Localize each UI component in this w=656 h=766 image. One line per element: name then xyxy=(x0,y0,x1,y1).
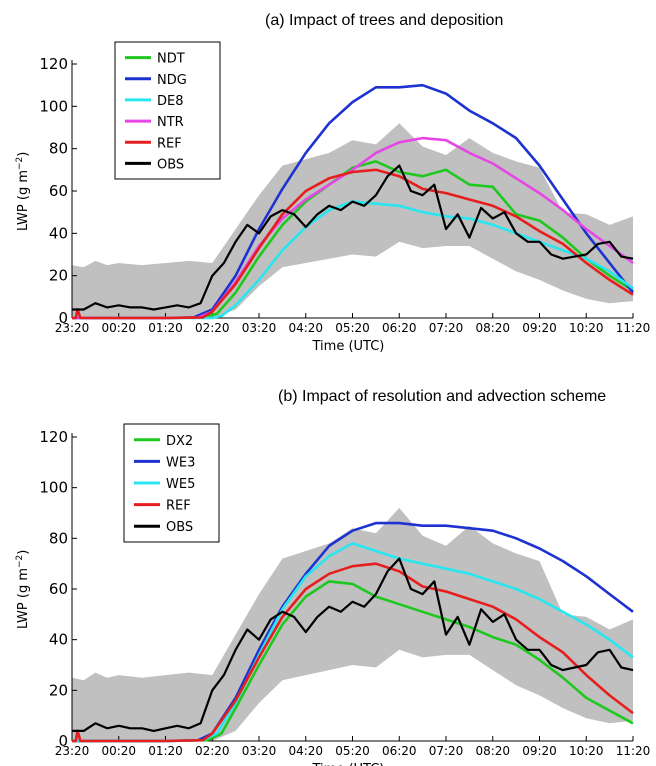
y-tick-label: 80 xyxy=(49,529,68,547)
chart-title: (b) Impact of resolution and advection s… xyxy=(278,388,606,405)
y-tick-label: 40 xyxy=(49,224,68,242)
legend-label-we5: WE5 xyxy=(166,477,195,492)
x-tick-label: 11:20 xyxy=(616,321,651,335)
x-tick-label: 11:20 xyxy=(616,744,651,758)
x-tick-label: 02:20 xyxy=(195,744,230,758)
x-tick-label: 23:20 xyxy=(55,321,90,335)
x-axis-label: Time (UTC) xyxy=(312,339,385,354)
x-tick-label: 09:20 xyxy=(522,744,557,758)
x-tick-label: 07:20 xyxy=(429,744,464,758)
legend: DX2 WE3 WE5 REF OBS xyxy=(123,423,220,543)
series-line-we5 xyxy=(72,542,634,743)
panel-a: (a) Impact of trees and deposition 0 20 40 6… xyxy=(15,12,650,354)
series-line-ref xyxy=(72,562,634,743)
y-axis-label: LWP (g m−2) xyxy=(15,152,31,231)
x-tick-label: 04:20 xyxy=(288,744,323,758)
panel-b: (b) Impact of resolution and advection s… xyxy=(15,388,650,766)
y-axis-label-main: LWP (g m xyxy=(16,170,31,231)
x-tick-label: 01:20 xyxy=(148,321,183,335)
series-line-dx2 xyxy=(72,580,634,743)
x-tick-label: 01:20 xyxy=(148,744,183,758)
legend-label-we3: WE3 xyxy=(166,455,195,470)
x-tick-label: 06:20 xyxy=(382,744,417,758)
legend: NDT NDG DE8 NTR REF OBS xyxy=(114,41,221,180)
obs-range-band xyxy=(72,507,633,741)
x-tick-label: 04:20 xyxy=(288,321,323,335)
x-tick-label: 05:20 xyxy=(335,321,370,335)
x-tick-label: 03:20 xyxy=(242,321,277,335)
y-tick-label: 100 xyxy=(39,479,68,497)
legend-box xyxy=(114,41,221,180)
x-tick-label: 00:20 xyxy=(101,744,136,758)
y-tick-label: 20 xyxy=(49,267,68,285)
legend-label-ntr: NTR xyxy=(157,115,184,130)
y-tick-label: 0 xyxy=(58,309,68,327)
series-line-ndg xyxy=(72,83,635,320)
chart-title: (a) Impact of trees and deposition xyxy=(265,12,503,29)
series-line-ref xyxy=(72,168,634,320)
y-axis-label: LWP (g m−2) xyxy=(15,550,31,629)
y-tick-label: 60 xyxy=(49,182,68,200)
y-tick-label: 40 xyxy=(49,631,68,649)
y-axis-label-sup: −2 xyxy=(15,555,25,568)
x-tick-label: 08:20 xyxy=(475,744,510,758)
obs-range-band xyxy=(72,123,633,318)
x-tick-label: 07:20 xyxy=(429,321,464,335)
x-tick-label: 08:20 xyxy=(475,321,510,335)
legend-label-ndg: NDG xyxy=(157,73,187,88)
legend-label-dx2: DX2 xyxy=(166,434,193,449)
y-tick-label: 100 xyxy=(39,97,68,115)
x-axis-label: Time (UTC) xyxy=(312,762,385,766)
legend-label-obs: OBS xyxy=(157,157,184,172)
y-tick-label: 20 xyxy=(49,681,68,699)
series-line-obs xyxy=(72,164,634,311)
y-tick-label: 80 xyxy=(49,140,68,158)
y-tick-label: 0 xyxy=(58,732,68,750)
x-tick-label: 10:20 xyxy=(569,321,604,335)
x-tick-label: 03:20 xyxy=(242,744,277,758)
legend-label-ref: REF xyxy=(166,499,191,514)
y-axis-label-close: ) xyxy=(16,550,31,555)
y-axis-label-main: LWP (g m xyxy=(16,568,31,629)
x-tick-label: 09:20 xyxy=(522,321,557,335)
legend-label-obs: OBS xyxy=(166,520,193,535)
x-tick-label: 06:20 xyxy=(382,321,417,335)
y-tick-label: 120 xyxy=(39,428,68,446)
series-line-ndt xyxy=(72,160,634,320)
x-tick-label: 00:20 xyxy=(101,321,136,335)
y-axis-label-close: ) xyxy=(16,152,31,157)
x-tick-label: 23:20 xyxy=(55,744,90,758)
y-tick-label: 120 xyxy=(39,55,68,73)
series-line-de8 xyxy=(72,200,634,320)
x-tick-label: 02:20 xyxy=(195,321,230,335)
legend-label-ref: REF xyxy=(157,136,182,151)
x-tick-label: 05:20 xyxy=(335,744,370,758)
y-axis-label-sup: −2 xyxy=(15,157,25,170)
y-tick-label: 60 xyxy=(49,580,68,598)
legend-label-de8: DE8 xyxy=(157,94,184,109)
legend-label-ndt: NDT xyxy=(157,52,185,67)
series-line-obs xyxy=(72,557,634,733)
x-tick-label: 10:20 xyxy=(569,744,604,758)
